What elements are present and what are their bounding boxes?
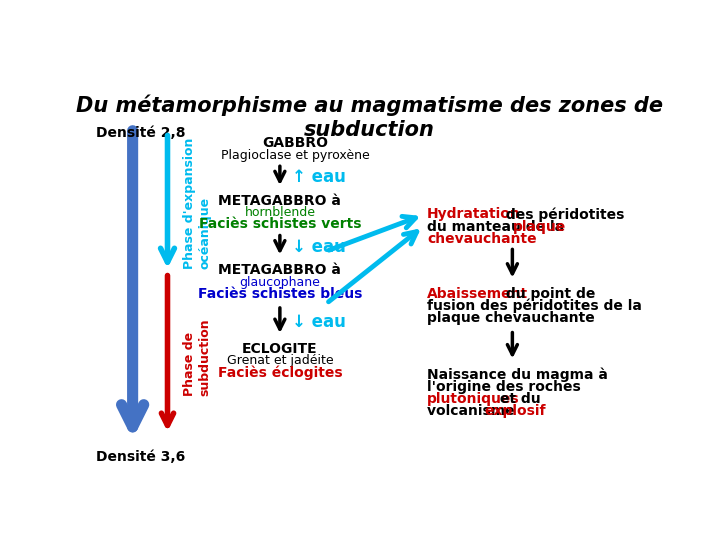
Text: Abaissement: Abaissement [427,287,528,301]
Text: ECLOGITE: ECLOGITE [242,342,318,356]
Text: Du métamorphisme au magmatisme des zones de
subduction: Du métamorphisme au magmatisme des zones… [76,94,662,140]
Text: hornblende: hornblende [244,206,315,219]
Text: glaucophane: glaucophane [240,276,320,289]
Text: METAGABBRO à: METAGABBRO à [218,264,341,278]
Text: et du: et du [495,392,541,406]
Text: du manteau de la: du manteau de la [427,220,569,234]
Text: Faciès schistes verts: Faciès schistes verts [199,217,361,231]
Text: Hydratation: Hydratation [427,207,521,221]
Text: Densité 3,6: Densité 3,6 [96,450,186,464]
Text: Faciès éclogites: Faciès éclogites [217,365,342,380]
Text: volcanisme: volcanisme [427,404,520,418]
Text: Phase de
subduction: Phase de subduction [183,319,211,396]
Text: des péridotites: des péridotites [500,207,624,222]
Text: Grenat et jadéite: Grenat et jadéite [227,354,333,367]
Text: Faciès schistes bleus: Faciès schistes bleus [198,287,362,301]
Text: ↓ eau: ↓ eau [292,313,346,331]
Text: Phase d'expansion
océanique: Phase d'expansion océanique [183,138,211,269]
Text: plaque: plaque [513,220,566,234]
Text: Naissance du magma à: Naissance du magma à [427,367,608,382]
Text: METAGABBRO à: METAGABBRO à [218,194,341,208]
Text: ↓ eau: ↓ eau [292,238,346,255]
Text: GABBRO: GABBRO [262,137,328,151]
Text: ↑ eau: ↑ eau [292,168,346,186]
Text: plaque chevauchante: plaque chevauchante [427,311,595,325]
Text: plutoniques: plutoniques [427,392,520,406]
Text: explosif: explosif [485,404,546,418]
Text: Densité 2,8: Densité 2,8 [96,126,186,140]
Text: du point de: du point de [500,287,595,301]
Text: fusion des péridotites de la: fusion des péridotites de la [427,299,642,313]
Text: chevauchante: chevauchante [427,232,536,246]
Text: l'origine des roches: l'origine des roches [427,380,581,394]
Text: Plagioclase et pyroxène: Plagioclase et pyroxène [221,150,370,163]
